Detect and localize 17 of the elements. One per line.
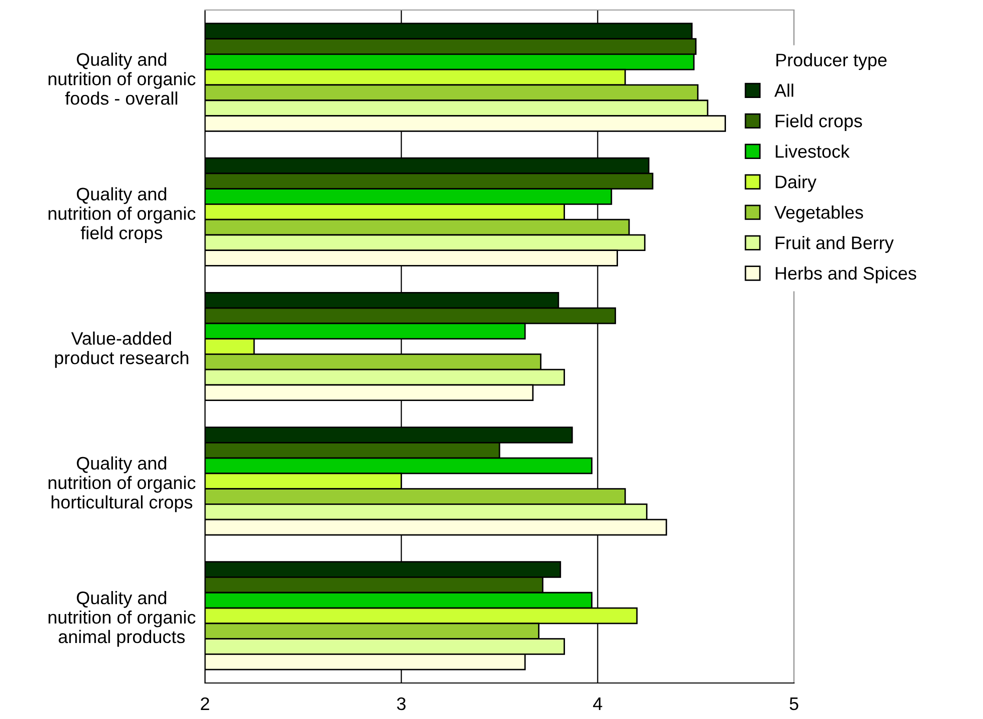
y-tick-label: Quality and nutrition of organic horticultural crops — [48, 456, 196, 512]
x-tick-label: 3 — [397, 697, 406, 710]
legend-label: All — [774, 84, 794, 97]
y-tick-label: Quality and nutrition of organic field crops — [48, 187, 196, 243]
y-tick-label: Value-added product research — [55, 332, 188, 368]
legend-label: Dairy — [776, 175, 816, 192]
y-tick-label: Quality and nutrition of organic animal products — [48, 591, 196, 647]
legend-label: Field crops — [776, 114, 862, 131]
legend-label: Livestock — [776, 144, 850, 158]
legend-title: Producer type — [776, 53, 887, 70]
legend-label: Herbs and Spices — [776, 266, 916, 284]
x-tick-label: 5 — [790, 698, 798, 710]
legend-label: Vegetables — [774, 206, 864, 222]
legend-label: Fruit and Berry — [776, 236, 894, 253]
x-tick-label: 2 — [200, 697, 210, 710]
y-tick-label: Quality and nutrition of organic foods - overall — [48, 52, 196, 105]
x-tick-label: 4 — [593, 698, 602, 710]
